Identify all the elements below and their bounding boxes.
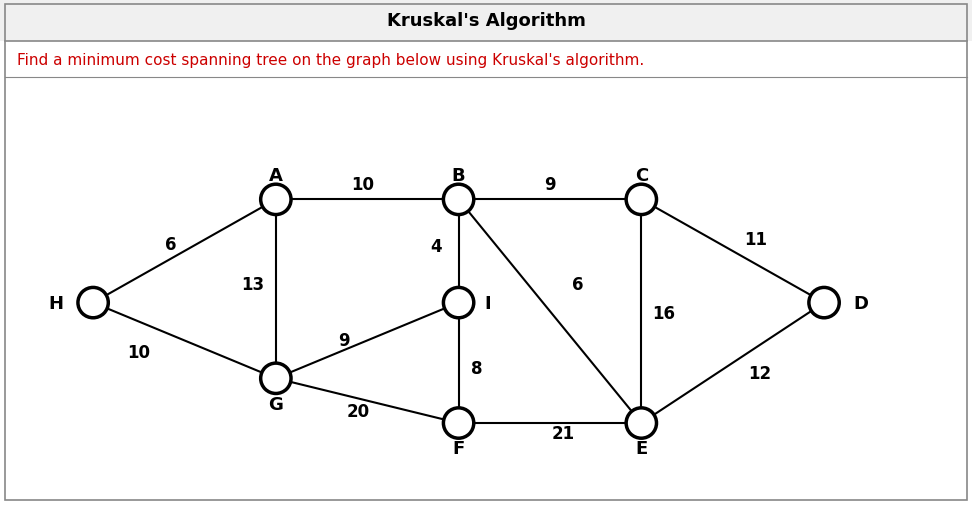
Ellipse shape (626, 408, 656, 438)
Text: 10: 10 (127, 344, 151, 362)
Text: 13: 13 (241, 275, 264, 293)
Text: E: E (635, 439, 647, 458)
Text: 9: 9 (544, 176, 556, 193)
Text: 11: 11 (744, 230, 767, 248)
Text: A: A (269, 167, 283, 185)
Ellipse shape (443, 288, 473, 318)
Ellipse shape (260, 185, 291, 215)
Text: C: C (635, 167, 648, 185)
Text: H: H (49, 294, 64, 312)
Ellipse shape (809, 288, 839, 318)
Text: I: I (484, 294, 491, 312)
Text: 4: 4 (430, 237, 441, 256)
Ellipse shape (443, 185, 473, 215)
Ellipse shape (260, 364, 291, 394)
Text: 6: 6 (572, 275, 583, 293)
Text: 9: 9 (338, 332, 350, 350)
Text: F: F (452, 439, 465, 458)
Ellipse shape (443, 408, 473, 438)
Text: B: B (452, 167, 466, 185)
Text: Kruskal's Algorithm: Kruskal's Algorithm (387, 12, 585, 30)
Ellipse shape (626, 185, 656, 215)
Ellipse shape (78, 288, 108, 318)
Text: 12: 12 (748, 365, 772, 382)
Text: G: G (268, 395, 283, 413)
Text: D: D (853, 294, 869, 312)
Text: 16: 16 (652, 305, 676, 322)
Text: 10: 10 (351, 176, 374, 193)
Text: 8: 8 (471, 359, 483, 377)
Text: 6: 6 (165, 236, 177, 254)
Text: Find a minimum cost spanning tree on the graph below using Kruskal's algorithm.: Find a minimum cost spanning tree on the… (17, 53, 644, 68)
Text: 20: 20 (347, 402, 369, 420)
Bar (0, 0, 972, 42)
Text: 21: 21 (552, 425, 575, 442)
